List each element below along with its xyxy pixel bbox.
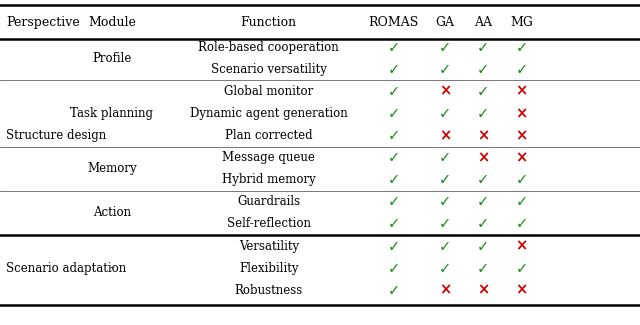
Text: ✓: ✓	[438, 216, 451, 231]
Text: ✓: ✓	[515, 194, 528, 209]
Text: ✓: ✓	[477, 216, 490, 231]
Text: ×: ×	[515, 84, 528, 99]
Text: Global monitor: Global monitor	[224, 85, 314, 98]
Text: Role-based cooperation: Role-based cooperation	[198, 41, 339, 54]
Text: GA: GA	[435, 16, 454, 29]
Text: -: -	[110, 262, 114, 275]
Text: ×: ×	[477, 128, 490, 143]
Text: Task planning: Task planning	[70, 107, 154, 120]
Text: Guardrails: Guardrails	[237, 195, 300, 208]
Text: ✓: ✓	[387, 283, 400, 298]
Text: ×: ×	[438, 84, 451, 99]
Text: Self-reflection: Self-reflection	[227, 217, 311, 230]
Text: Message queue: Message queue	[222, 151, 316, 164]
Text: ✓: ✓	[477, 172, 490, 187]
Text: Flexibility: Flexibility	[239, 262, 298, 275]
Text: ×: ×	[515, 239, 528, 254]
Text: ✓: ✓	[387, 150, 400, 165]
Text: AA: AA	[474, 16, 492, 29]
Text: Scenario adaptation: Scenario adaptation	[6, 262, 127, 275]
Text: ✓: ✓	[387, 239, 400, 254]
Text: ROMAS: ROMAS	[369, 16, 419, 29]
Text: ✓: ✓	[438, 194, 451, 209]
Text: ×: ×	[515, 106, 528, 121]
Text: ×: ×	[438, 128, 451, 143]
Text: ✓: ✓	[477, 261, 490, 276]
Text: Scenario versatility: Scenario versatility	[211, 63, 327, 76]
Text: ✓: ✓	[387, 172, 400, 187]
Text: ✓: ✓	[387, 216, 400, 231]
Text: ✓: ✓	[387, 128, 400, 143]
Text: ✓: ✓	[438, 261, 451, 276]
Text: ×: ×	[477, 150, 490, 165]
Text: Perspective: Perspective	[6, 16, 80, 29]
Text: ×: ×	[477, 283, 490, 298]
Text: Memory: Memory	[87, 162, 137, 175]
Text: ✓: ✓	[438, 106, 451, 121]
Text: ✓: ✓	[438, 150, 451, 165]
Text: ✓: ✓	[438, 62, 451, 77]
Text: Function: Function	[241, 16, 297, 29]
Text: Hybrid memory: Hybrid memory	[222, 173, 316, 186]
Text: Robustness: Robustness	[235, 284, 303, 297]
Text: ✓: ✓	[387, 84, 400, 99]
Text: ✓: ✓	[515, 172, 528, 187]
Text: Profile: Profile	[92, 52, 132, 65]
Text: Versatility: Versatility	[239, 240, 299, 253]
Text: ✓: ✓	[438, 239, 451, 254]
Text: ✓: ✓	[515, 40, 528, 55]
Text: ✓: ✓	[477, 239, 490, 254]
Text: ✓: ✓	[515, 216, 528, 231]
Text: Action: Action	[93, 206, 131, 219]
Text: ✓: ✓	[515, 261, 528, 276]
Text: ✓: ✓	[438, 40, 451, 55]
Text: ×: ×	[438, 283, 451, 298]
Text: ✓: ✓	[477, 106, 490, 121]
Text: Dynamic agent generation: Dynamic agent generation	[190, 107, 348, 120]
Text: Structure design: Structure design	[6, 129, 107, 142]
Text: ✓: ✓	[387, 106, 400, 121]
Text: ✓: ✓	[515, 62, 528, 77]
Text: ✓: ✓	[387, 194, 400, 209]
Text: ✓: ✓	[477, 40, 490, 55]
Text: ×: ×	[515, 283, 528, 298]
Text: ×: ×	[515, 128, 528, 143]
Text: ✓: ✓	[477, 84, 490, 99]
Text: ✓: ✓	[387, 40, 400, 55]
Text: ✓: ✓	[387, 62, 400, 77]
Text: ×: ×	[515, 150, 528, 165]
Text: Plan corrected: Plan corrected	[225, 129, 312, 142]
Text: ✓: ✓	[477, 194, 490, 209]
Text: ✓: ✓	[387, 261, 400, 276]
Text: ✓: ✓	[438, 172, 451, 187]
Text: ✓: ✓	[477, 62, 490, 77]
Text: Module: Module	[88, 16, 136, 29]
Text: MG: MG	[510, 16, 533, 29]
